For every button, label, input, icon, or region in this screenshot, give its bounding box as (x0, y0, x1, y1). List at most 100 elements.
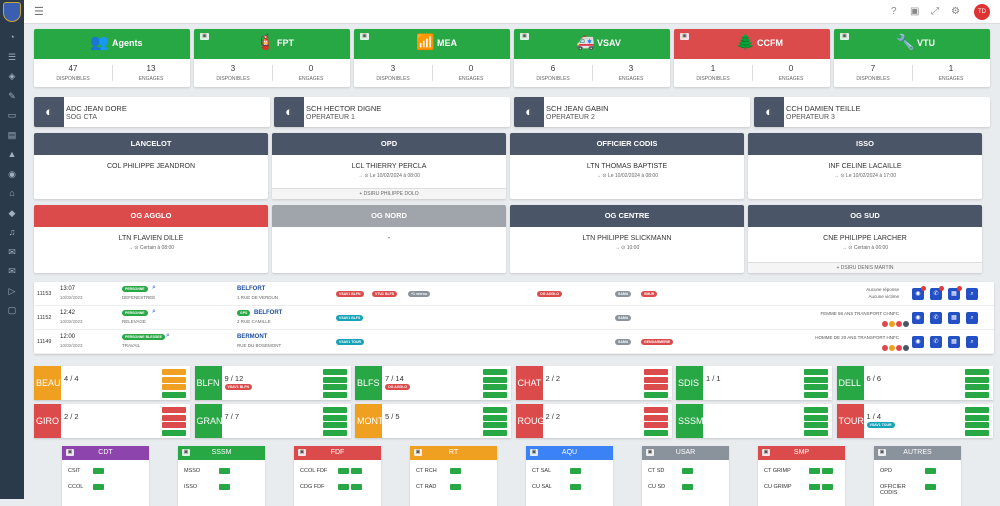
center-vehicle-badge[interactable]: VSAV1 TOUR (866, 422, 895, 428)
search-button[interactable]: ⌕ (966, 312, 978, 324)
play-icon[interactable]: ▷ (8, 285, 16, 296)
center-card[interactable]: TOUR 1 / 4 VSAV1 TOUR (836, 404, 993, 438)
avatar[interactable]: TD (974, 4, 990, 20)
phone-button[interactable]: ✆ (930, 312, 942, 324)
wrench-icon[interactable]: ✎ (8, 90, 16, 101)
vehicle-card[interactable]: ▣ 🌲 CCFM 1 DISPONIBLES 0 ENGAGES (674, 29, 830, 87)
camera-icon[interactable]: ▣ (182, 449, 190, 456)
phone-button[interactable]: ✆ (930, 286, 944, 300)
group-header: ▣ FDF (294, 446, 381, 460)
center-card[interactable]: ROUG 2 / 2 (515, 404, 672, 438)
search-icon[interactable]: ⌕ (166, 332, 170, 339)
camera-icon[interactable]: ▣ (646, 449, 654, 456)
camera-icon[interactable]: ▣ (298, 449, 306, 456)
group-card[interactable]: ▣ SMP CT GRIMP CU GRIMP (758, 446, 845, 506)
group-card[interactable]: ▣ AUTRES OPD OFFICIER CODIS (874, 446, 961, 506)
camera-icon[interactable]: ▣ (680, 33, 689, 40)
officer-card[interactable]: OG AGGLO LTN FLAVIEN DILLE → ⊙ Certain à 0… (34, 205, 268, 273)
center-card[interactable]: BLFN 9 / 12 VSAV1 BLFN (194, 366, 351, 400)
officer-card[interactable]: LANCELOT COL PHILIPPE JEANDRON (34, 133, 268, 199)
phone-button[interactable]: ✆ (930, 336, 942, 348)
group-card[interactable]: ▣ FDF CCOL FDF CDG FDF (294, 446, 381, 506)
users-button[interactable]: ◉ (912, 286, 926, 300)
center-card[interactable]: MONT 5 / 5 (355, 404, 511, 438)
center-card[interactable]: BEAU 4 / 4 (34, 366, 190, 400)
camera-icon[interactable]: ▣ (762, 449, 770, 456)
vehicle-badge[interactable]: VSAV1 BLFS (336, 315, 364, 321)
vehicle-card[interactable]: ▣ 🔧 VTU 7 DISPONIBLES 1 ENGAGES (834, 29, 990, 87)
phone-icon: ✆ (933, 291, 939, 297)
settings-icon[interactable]: ⚙ (951, 6, 960, 17)
camera-icon[interactable]: ▣ (520, 33, 529, 40)
search-icon[interactable]: ⌕ (152, 308, 156, 315)
camera-icon[interactable]: ▣ (840, 33, 849, 40)
vehicle-badge[interactable]: +1 verrou (408, 291, 430, 297)
group-card[interactable]: ▣ RT CT RCH CT RAD (410, 446, 497, 506)
search-button[interactable]: ⌕ (966, 336, 978, 348)
center-card[interactable]: SSSM (676, 404, 832, 438)
group-name: RT (448, 449, 459, 456)
camera-icon[interactable]: ▣ (414, 449, 422, 456)
group-name: USAR (675, 449, 696, 456)
group-card[interactable]: ▣ AQU CT SAL CU SAL (526, 446, 613, 506)
group-card[interactable]: ▣ CDT CSIT CCOL (62, 446, 149, 506)
help-icon[interactable]: ? (891, 6, 897, 17)
camera-icon[interactable]: ▣ (530, 449, 538, 456)
officer-card[interactable]: OPD LCL THIERRY PERCLA → ⊙ Le 10/02/2024 à… (272, 133, 506, 199)
file-icon[interactable]: ▢ (7, 305, 17, 315)
vehicle-badge[interactable]: VSAV1 TOUR (336, 339, 365, 345)
camera-icon[interactable]: ▣ (878, 449, 886, 456)
users-button[interactable]: ◉ (912, 336, 924, 348)
intervention-row[interactable]: 11152 12:42 10/02/2023 PERSONNE ⌕ RELEVAGE GPS… (34, 306, 994, 330)
intervention-row[interactable]: 11153 13:07 10/02/2023 PERSONNE ⌕ DEFENESTREE… (34, 282, 994, 306)
vehicle-card[interactable]: ▣ 🧯 FPT 3 DISPONIBLES 0 ENGAGES (194, 29, 350, 87)
center-vehicle-badge[interactable]: VSAV1 BLFN (224, 384, 253, 390)
officer-card[interactable]: OFFICIER CODIS LTN THOMAS BAPTISTE → ⊙ Le … (510, 133, 744, 199)
fire-icon[interactable]: ▲ (7, 149, 17, 159)
users-button[interactable]: ◉ (912, 312, 924, 324)
center-card[interactable]: GIRO 2 / 2 (34, 404, 190, 438)
vehicle-card[interactable]: ▣ 📶 MEA 3 DISPONIBLES 0 ENGAGES (354, 29, 510, 87)
vehicle-card[interactable]: 👥 Agents 47 DISPONIBLES 13 ENGAGES (34, 29, 190, 87)
center-card[interactable]: CHAT 2 / 2 (515, 366, 672, 400)
center-card[interactable]: SDIS 1 / 1 (676, 366, 832, 400)
mail-icon[interactable]: ✉ (8, 266, 16, 276)
bell-icon[interactable]: ♫ (8, 227, 16, 237)
vehicle-card[interactable]: ▣ 🚑 VSAV 6 DISPONIBLES 3 ENGAGES (514, 29, 670, 87)
users-icon[interactable]: ◉ (8, 168, 16, 179)
inbox-icon[interactable]: ✉ (8, 246, 16, 257)
group-card[interactable]: ▣ SSSM MSSO ISSO (178, 446, 265, 506)
center-card[interactable]: BLFS 7 / 14 OG AGGLO (355, 366, 511, 400)
group-card[interactable]: ▣ USAR CT SD CU SD (642, 446, 729, 506)
camera-icon[interactable]: ▣ (200, 33, 209, 40)
availability-badge (809, 484, 820, 490)
truck-icon[interactable]: ▭ (7, 110, 17, 120)
book-icon[interactable]: ▤ (7, 129, 17, 140)
shield-icon[interactable]: ◆ (8, 207, 16, 218)
vehicle-badge[interactable]: VSAV1 BLFN (336, 291, 364, 297)
intervention-row[interactable]: 11149 12:00 10/02/2023 PERSONNE BLESSEE ⌕ TRA… (34, 330, 994, 354)
officer-card[interactable]: OG NORD - (272, 205, 506, 273)
officer-card[interactable]: OG CENTRE LTN PHILIPPE SLICKMANN → ⊙ 10:00 (510, 205, 744, 273)
list-icon[interactable]: ☰ (7, 51, 17, 62)
home-icon[interactable]: ⌂ (9, 188, 15, 198)
camera-icon[interactable]: ▣ (910, 6, 920, 17)
calendar-button[interactable]: ▦ (948, 336, 960, 348)
officer-card[interactable]: ISSO INF CELINE LACAILLE → ⊙ Le 10/02/2024… (748, 133, 982, 199)
camera-icon[interactable]: ▣ (360, 33, 369, 40)
vehicle-badge[interactable]: VTU1 BLFS (372, 291, 398, 297)
calendar-button[interactable]: ▦ (948, 312, 960, 324)
center-vehicle-badge[interactable]: OG AGGLO (385, 384, 411, 390)
menu-icon[interactable]: ☰ (34, 6, 44, 18)
center-card[interactable]: DELL 6 / 6 (836, 366, 993, 400)
search-icon[interactable]: ⌕ (152, 284, 156, 291)
center-card[interactable]: GRAN 7 / 7 (194, 404, 351, 438)
officer-card[interactable]: OG SUD CNE PHILIPPE LARCHER → ⊙ Certain à … (748, 205, 982, 273)
cube-icon[interactable]: ◈ (8, 71, 16, 81)
staffing-badge (162, 422, 186, 428)
camera-icon[interactable]: ▣ (66, 449, 74, 456)
dashboard-icon[interactable]: ◔ (9, 32, 15, 42)
fullscreen-icon[interactable]: ⤢ (931, 6, 939, 17)
calendar-button[interactable]: ▦ (948, 286, 962, 300)
search-button[interactable]: ⌕ (966, 288, 978, 300)
